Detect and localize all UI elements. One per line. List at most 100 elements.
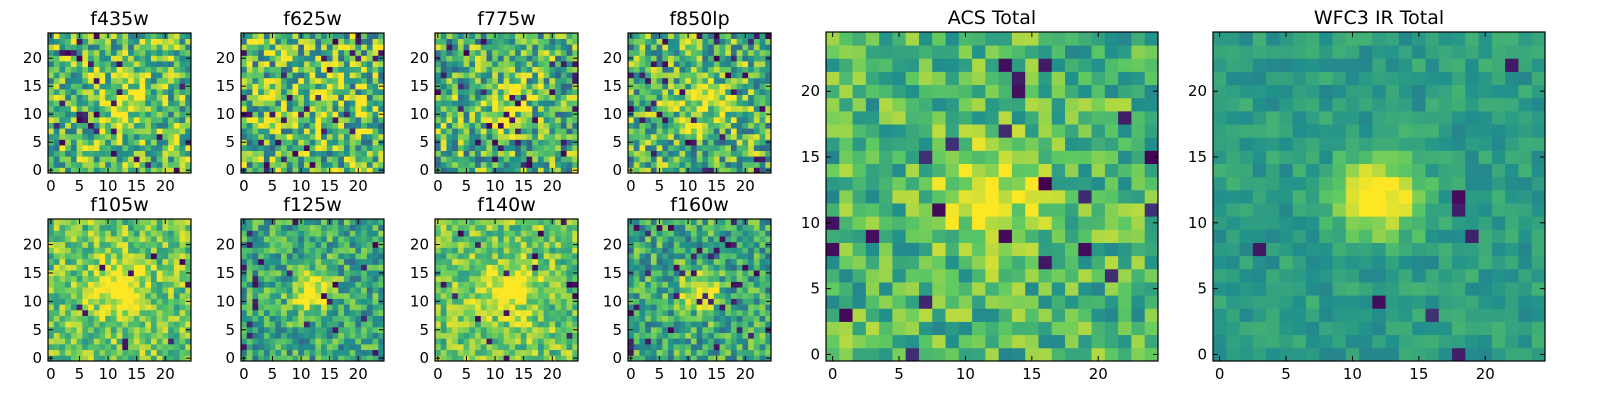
heatmap-cell bbox=[492, 150, 499, 157]
heatmap-cell bbox=[497, 224, 505, 231]
heatmap-cell bbox=[662, 33, 669, 39]
heatmap-cell bbox=[668, 128, 675, 135]
heatmap-cell bbox=[549, 105, 556, 112]
heatmap-cell bbox=[696, 72, 703, 79]
heatmap-cell bbox=[475, 230, 482, 237]
heatmap-cell bbox=[543, 72, 550, 79]
heatmap-cell bbox=[349, 349, 356, 356]
heatmap-cell bbox=[355, 224, 362, 231]
heatmap-cell bbox=[275, 150, 282, 157]
heatmap-cell bbox=[520, 287, 527, 294]
heatmap-cell bbox=[526, 55, 533, 62]
heatmap-cell bbox=[292, 332, 299, 339]
heatmap-cell bbox=[685, 122, 692, 129]
heatmap-cell bbox=[122, 275, 129, 282]
heatmap-cell bbox=[139, 33, 146, 39]
heatmap-cell bbox=[349, 94, 356, 101]
heatmap-cell bbox=[355, 150, 362, 157]
heatmap-cell bbox=[725, 275, 732, 282]
heatmap-cell bbox=[378, 33, 385, 39]
heatmap-cell bbox=[173, 77, 180, 84]
heatmap-cell bbox=[725, 139, 732, 146]
heatmap-cell bbox=[315, 145, 322, 151]
heatmap-cell bbox=[53, 111, 60, 118]
heatmap-cell bbox=[469, 309, 476, 316]
heatmap-cell bbox=[303, 309, 311, 316]
heatmap-cell bbox=[560, 111, 567, 118]
heatmap-cell bbox=[650, 287, 657, 294]
heatmap-cell bbox=[88, 100, 95, 107]
heatmap-cell bbox=[93, 161, 100, 168]
heatmap-cell bbox=[275, 326, 282, 333]
heatmap-cell bbox=[736, 161, 743, 168]
heatmap-cell bbox=[446, 117, 453, 123]
heatmap-cell bbox=[469, 122, 476, 129]
heatmap-cell bbox=[497, 156, 505, 163]
heatmap-cell bbox=[463, 230, 470, 237]
heatmap-cell bbox=[440, 349, 447, 356]
heatmap-cell bbox=[748, 145, 755, 151]
heatmap-cell bbox=[298, 309, 305, 316]
heatmap-cell bbox=[343, 105, 351, 112]
heatmap-cell bbox=[452, 44, 459, 51]
heatmap-cell bbox=[650, 332, 657, 339]
heatmap-cell bbox=[332, 275, 339, 282]
heatmap-cell bbox=[526, 264, 533, 271]
heatmap-cell bbox=[708, 287, 715, 294]
heatmap-cell bbox=[139, 326, 146, 333]
heatmap-cell bbox=[173, 304, 180, 311]
heatmap-cell bbox=[168, 61, 175, 67]
heatmap-cell bbox=[469, 292, 476, 299]
heatmap-cell bbox=[492, 111, 499, 118]
heatmap-cell bbox=[173, 167, 180, 174]
heatmap-cell bbox=[292, 167, 299, 174]
heatmap-cell bbox=[258, 281, 265, 288]
heatmap-cell bbox=[315, 100, 322, 107]
heatmap-cell bbox=[503, 247, 510, 254]
heatmap-cell bbox=[497, 49, 505, 56]
heatmap-cell bbox=[366, 111, 373, 118]
heatmap-cell bbox=[99, 264, 106, 271]
heatmap-cell bbox=[515, 83, 522, 90]
heatmap-cell bbox=[566, 105, 573, 112]
heatmap-cell bbox=[679, 355, 686, 362]
heatmap-cell bbox=[509, 355, 516, 362]
heatmap-cell bbox=[475, 304, 482, 311]
heatmap-cell bbox=[446, 343, 453, 351]
heatmap-cell bbox=[48, 275, 55, 282]
heatmap-cell bbox=[70, 100, 77, 107]
heatmap-cell bbox=[48, 61, 55, 67]
heatmap-cell bbox=[185, 349, 192, 356]
heatmap-cell bbox=[110, 321, 118, 328]
heatmap-cell bbox=[145, 281, 152, 288]
heatmap-cell bbox=[719, 321, 726, 328]
heatmap-cell bbox=[349, 89, 356, 95]
heatmap-cell bbox=[309, 332, 316, 339]
heatmap-cell bbox=[679, 281, 686, 288]
heatmap-cell bbox=[509, 230, 516, 237]
heatmap-cell bbox=[275, 55, 282, 62]
heatmap-cell bbox=[315, 264, 322, 271]
heatmap-cell bbox=[338, 111, 345, 118]
heatmap-cell bbox=[128, 66, 135, 73]
heatmap-cell bbox=[326, 55, 333, 62]
heatmap-cell bbox=[742, 128, 749, 135]
heatmap-cell bbox=[492, 247, 499, 254]
heatmap-cell bbox=[537, 309, 545, 316]
heatmap-cell bbox=[549, 100, 556, 107]
heatmap-cell bbox=[560, 55, 567, 62]
heatmap-cell bbox=[349, 258, 356, 265]
heatmap-cell bbox=[173, 219, 180, 226]
heatmap-cell bbox=[105, 72, 112, 79]
heatmap-cell bbox=[105, 94, 112, 101]
heatmap-cell bbox=[361, 105, 368, 112]
heatmap-cell bbox=[662, 270, 669, 277]
heatmap-cell bbox=[343, 72, 351, 79]
heatmap-cell bbox=[645, 287, 652, 294]
heatmap-cell bbox=[572, 247, 579, 254]
heatmap-cell bbox=[639, 145, 646, 151]
heatmap-cell bbox=[116, 292, 123, 299]
heatmap-cell bbox=[168, 38, 175, 45]
heatmap-cell bbox=[263, 355, 270, 362]
heatmap-cell bbox=[179, 258, 186, 265]
